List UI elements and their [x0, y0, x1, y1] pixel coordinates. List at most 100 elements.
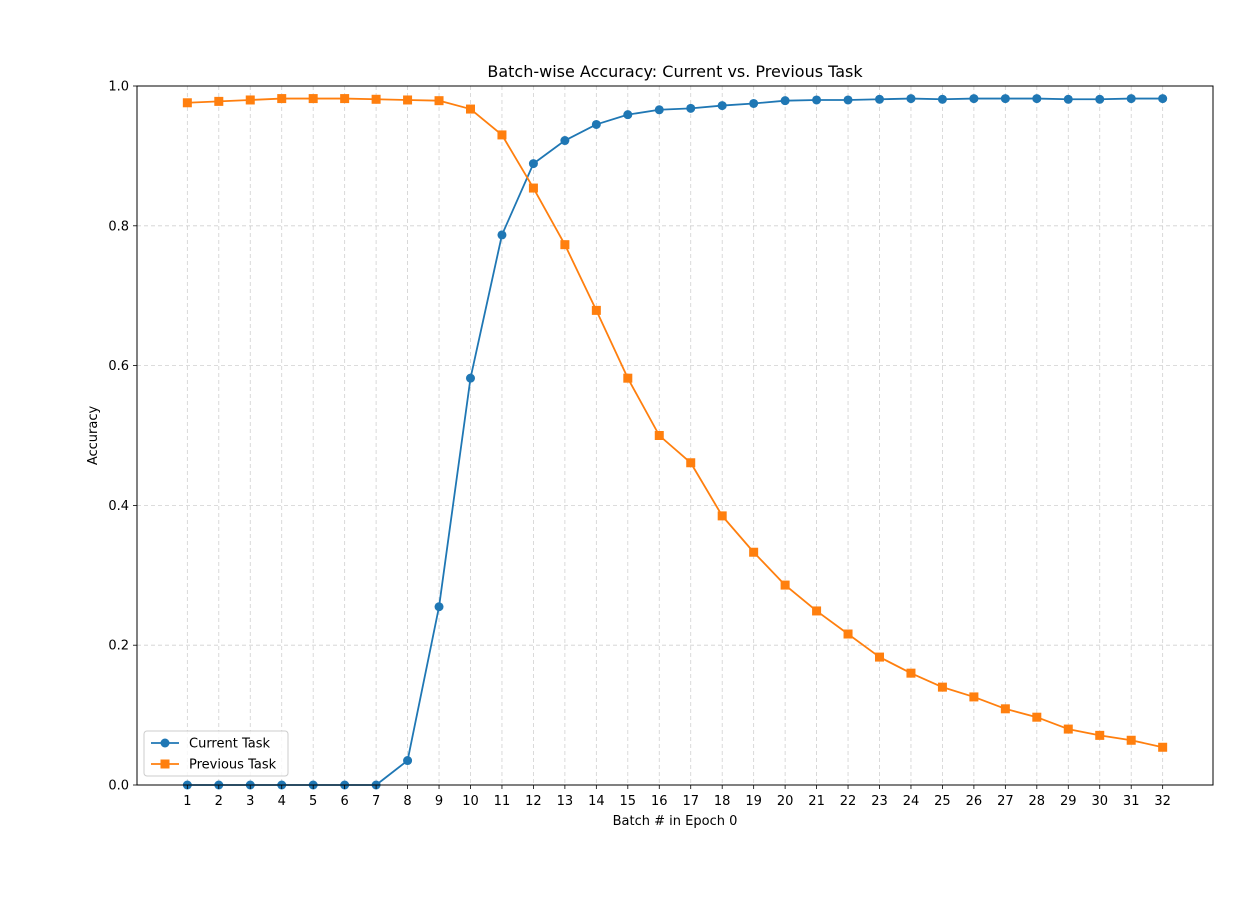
x-tick-label: 20 [777, 794, 794, 809]
data-point-previous-task [560, 240, 570, 250]
data-point-previous-task [340, 94, 350, 104]
data-point-current-task [497, 230, 507, 240]
data-point-previous-task [434, 96, 444, 106]
axis-layer: 1 2 3 4 5 6 7 8 9 10 11 12 13 14 15 16 17 18 19 20 21 22 23 24 2… [108, 80, 1171, 810]
data-point-previous-task [654, 431, 664, 440]
data-point-current-task [403, 756, 413, 766]
x-tick-label: 18 [714, 794, 731, 809]
data-point-previous-task [403, 95, 413, 105]
y-tick-label: 0.4 [108, 499, 129, 514]
x-tick-label: 10 [462, 794, 479, 809]
data-point-previous-task [623, 373, 633, 383]
x-tick-label: 9 [435, 794, 443, 809]
x-tick-label: 11 [494, 794, 511, 809]
data-point-previous-task [245, 95, 255, 105]
x-tick-label: 4 [278, 794, 286, 809]
data-point-previous-task [749, 547, 759, 557]
data-point-previous-task [1032, 712, 1042, 722]
data-point-current-task [843, 95, 853, 105]
data-point-previous-task [1126, 735, 1136, 745]
data-point-current-task [465, 373, 475, 383]
data-point-current-task [560, 136, 570, 146]
data-point-previous-task [875, 652, 885, 662]
x-tick-label: 5 [309, 794, 317, 809]
data-point-previous-task [465, 104, 475, 114]
data-point-previous-task [214, 96, 224, 106]
data-point-current-task [1126, 94, 1136, 104]
data-point-current-task [1095, 94, 1105, 104]
x-tick-label: 14 [588, 794, 605, 809]
x-tick-label: 1 [183, 794, 191, 809]
x-tick-label: 13 [557, 794, 574, 809]
x-tick-label: 30 [1091, 794, 1108, 809]
data-point-current-task [969, 94, 979, 104]
x-tick-label: 26 [966, 794, 983, 809]
x-tick-label: 21 [808, 794, 825, 809]
data-point-previous-task [497, 130, 507, 140]
data-point-previous-task [1000, 704, 1010, 714]
x-tick-label: 8 [403, 794, 411, 809]
y-axis-label: Accuracy [86, 406, 101, 466]
legend-box [143, 730, 289, 777]
legend-label-current-task: Current Task [189, 737, 270, 752]
x-tick-label: 15 [620, 794, 637, 809]
data-point-previous-task [937, 682, 947, 692]
data-point-current-task [717, 101, 727, 111]
data-point-current-task [812, 95, 822, 105]
data-point-current-task [686, 103, 696, 113]
data-point-current-task [434, 602, 444, 612]
data-point-previous-task [686, 458, 696, 468]
data-point-current-task [591, 119, 601, 129]
chart-title: Batch-wise Accuracy: Current vs. Previou… [487, 62, 863, 81]
x-tick-label: 29 [1060, 794, 1077, 809]
x-tick-label: 32 [1154, 794, 1171, 809]
x-axis-label: Batch # in Epoch 0 [613, 814, 738, 829]
x-tick-label: 7 [372, 794, 380, 809]
data-point-previous-task [906, 668, 916, 678]
data-point-previous-task [308, 94, 318, 104]
x-tick-label: 19 [745, 794, 762, 809]
data-point-current-task [1158, 94, 1168, 104]
x-tick-label: 12 [525, 794, 542, 809]
data-point-current-task [528, 159, 538, 169]
legend-label-previous-task: Previous Task [189, 758, 277, 773]
x-tick-label: 31 [1123, 794, 1140, 809]
data-point-previous-task [277, 94, 287, 104]
x-tick-label: 6 [341, 794, 349, 809]
data-point-current-task [654, 105, 664, 115]
x-tick-label: 17 [682, 794, 699, 809]
legend: Current Task Previous Task [143, 730, 289, 777]
y-tick-label: 0.0 [108, 779, 129, 794]
legend-marker-previous-task [160, 759, 170, 769]
y-tick-label: 0.8 [108, 219, 129, 234]
data-point-previous-task [843, 629, 853, 639]
data-point-current-task [1032, 94, 1042, 104]
x-tick-label: 3 [246, 794, 254, 809]
data-point-previous-task [1158, 742, 1168, 752]
x-tick-label: 24 [903, 794, 920, 809]
x-tick-label: 22 [840, 794, 857, 809]
x-tick-label: 28 [1029, 794, 1046, 809]
data-point-previous-task [371, 94, 381, 104]
data-point-previous-task [1063, 724, 1073, 734]
x-tick-label: 23 [871, 794, 888, 809]
legend-marker-current-task [160, 738, 170, 748]
data-point-current-task [749, 98, 759, 108]
data-point-previous-task [812, 606, 822, 616]
y-tick-label: 1.0 [108, 80, 129, 95]
data-point-current-task [780, 96, 790, 106]
y-tick-label: 0.2 [108, 639, 129, 654]
data-point-current-task [906, 94, 916, 104]
data-point-previous-task [182, 98, 192, 108]
data-point-current-task [1000, 94, 1010, 104]
data-point-previous-task [591, 305, 601, 315]
data-point-current-task [623, 110, 633, 120]
data-point-previous-task [780, 580, 790, 590]
data-point-previous-task [717, 511, 727, 521]
data-point-current-task [937, 94, 947, 104]
plot-area-frame [136, 85, 1214, 786]
data-point-previous-task [1095, 730, 1105, 740]
